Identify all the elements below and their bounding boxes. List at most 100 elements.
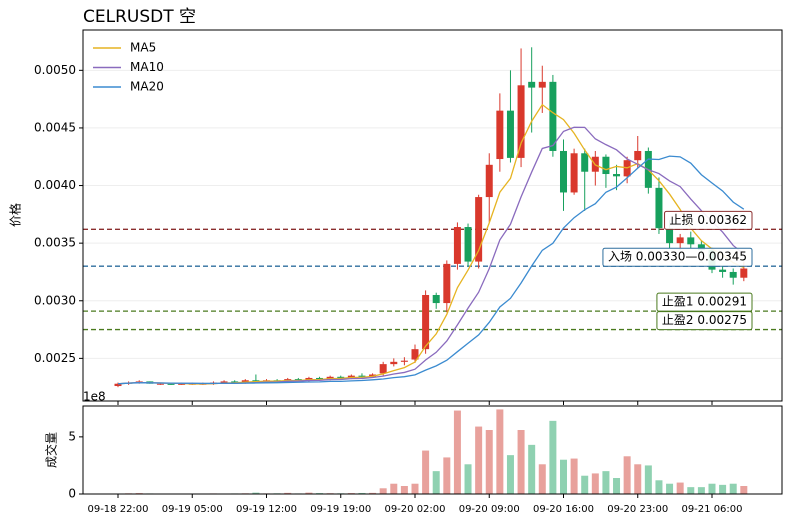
x-tick-label: 09-21 06:00 bbox=[681, 504, 742, 515]
volume-bar bbox=[655, 480, 663, 494]
candle-body bbox=[453, 227, 461, 264]
candle-body bbox=[294, 379, 302, 381]
candle-body bbox=[422, 295, 430, 350]
volume-bar bbox=[358, 492, 366, 494]
volume-bar bbox=[390, 483, 398, 494]
volume-bar bbox=[697, 487, 705, 494]
y-axis-label: 价格 bbox=[8, 203, 23, 227]
candle-body bbox=[613, 174, 621, 177]
volume-bar bbox=[623, 456, 631, 494]
volume-bar bbox=[559, 459, 567, 494]
candle-body bbox=[464, 227, 472, 262]
legend-label: MA10 bbox=[130, 60, 164, 74]
volume-bar bbox=[687, 487, 695, 494]
volume-bar bbox=[443, 457, 451, 494]
volume-axis-label: 成交量 bbox=[44, 432, 59, 468]
candle-body bbox=[305, 377, 313, 381]
volume-bar bbox=[422, 450, 430, 494]
candle-body bbox=[666, 228, 674, 244]
level-label-box bbox=[656, 311, 753, 331]
candle-body bbox=[178, 383, 186, 385]
volume-bar bbox=[634, 464, 642, 494]
y-tick-label: 0 bbox=[68, 487, 76, 501]
volume-bar bbox=[613, 478, 621, 494]
candle-body bbox=[740, 268, 748, 278]
candle-body bbox=[549, 81, 557, 151]
volume-bar bbox=[496, 409, 504, 494]
candle-body bbox=[326, 376, 334, 380]
candle-body bbox=[687, 237, 695, 245]
candle-body bbox=[475, 197, 483, 262]
candle-body bbox=[358, 375, 366, 377]
volume-bar bbox=[369, 492, 377, 494]
level-label: 止盈1 0.00291 bbox=[662, 295, 747, 309]
x-tick-label: 09-20 02:00 bbox=[384, 504, 445, 515]
y-tick-label: 5 bbox=[68, 429, 76, 443]
candle-body bbox=[337, 376, 345, 378]
y-tick-label: 0.0035 bbox=[34, 236, 76, 250]
x-tick-label: 09-18 22:00 bbox=[87, 504, 148, 515]
volume-bar bbox=[570, 458, 578, 494]
candle-body bbox=[676, 237, 684, 244]
x-tick-label: 09-19 19:00 bbox=[310, 504, 371, 515]
volume-bar bbox=[506, 455, 514, 494]
candle-body bbox=[485, 164, 493, 198]
x-tick-label: 09-20 09:00 bbox=[459, 504, 520, 515]
level-label: 入场 0.00330—0.00345 bbox=[608, 250, 747, 264]
candle-body bbox=[538, 81, 546, 88]
offset-label: 1e8 bbox=[83, 390, 106, 404]
candle-body bbox=[156, 383, 164, 385]
candle-body bbox=[432, 295, 440, 304]
chart-title: CELRUSDT 空 bbox=[83, 7, 196, 27]
volume-bar bbox=[485, 430, 493, 494]
volume-bar bbox=[644, 465, 652, 494]
legend-label: MA20 bbox=[130, 80, 164, 94]
candle-body bbox=[634, 150, 642, 161]
volume-bar bbox=[379, 488, 387, 494]
x-tick-label: 09-20 16:00 bbox=[533, 504, 594, 515]
volume-bar bbox=[475, 426, 483, 494]
y-tick-label: 0.0025 bbox=[34, 351, 76, 365]
y-tick-label: 0.0045 bbox=[34, 120, 76, 134]
volume-bar bbox=[400, 486, 408, 494]
legend-label: MA5 bbox=[130, 41, 156, 55]
candle-body bbox=[252, 380, 260, 382]
candle-body bbox=[506, 110, 514, 158]
candle-body bbox=[390, 361, 398, 365]
y-tick-label: 0.0040 bbox=[34, 178, 76, 192]
candle-body bbox=[347, 375, 355, 378]
volume-bar bbox=[528, 444, 536, 494]
volume-bar bbox=[666, 483, 674, 494]
volume-bar bbox=[432, 471, 440, 494]
candle-body bbox=[167, 383, 175, 385]
candle-body bbox=[411, 349, 419, 360]
candle-body bbox=[517, 85, 525, 158]
x-tick-label: 09-19 12:00 bbox=[236, 504, 297, 515]
candle-body bbox=[400, 360, 408, 362]
volume-bar bbox=[708, 483, 716, 494]
volume-bar bbox=[740, 486, 748, 494]
candle-body bbox=[570, 153, 578, 193]
volume-bar bbox=[591, 473, 599, 494]
candle-body bbox=[719, 269, 727, 272]
level-label-box bbox=[602, 247, 753, 267]
candle-body bbox=[655, 187, 663, 229]
volume-bar bbox=[538, 464, 546, 494]
candle-body bbox=[369, 374, 377, 377]
y-tick-label: 0.0050 bbox=[34, 63, 76, 77]
candle-body bbox=[231, 381, 239, 383]
volume-bar bbox=[549, 420, 557, 494]
level-label: 止盈2 0.00275 bbox=[662, 313, 747, 327]
candle-body bbox=[559, 150, 567, 193]
candle-body bbox=[241, 380, 249, 383]
candle-body bbox=[697, 244, 705, 251]
plot-frame bbox=[82, 29, 783, 402]
candle-body bbox=[729, 271, 737, 278]
volume-bar bbox=[517, 430, 525, 494]
x-tick-label: 09-19 05:00 bbox=[162, 504, 223, 515]
volume-bar bbox=[719, 484, 727, 494]
level-label: 止损 0.00362 bbox=[670, 213, 747, 227]
level-label-box bbox=[664, 210, 753, 230]
candle-body bbox=[602, 156, 610, 175]
